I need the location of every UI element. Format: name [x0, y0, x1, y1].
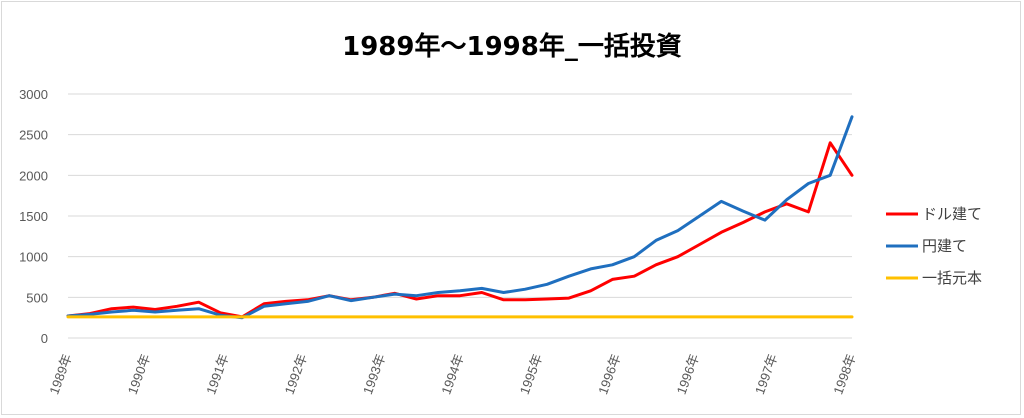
x-tick-label: 1996年 — [674, 352, 702, 397]
y-tick-label: 0 — [41, 331, 48, 346]
x-tick-label: 1997年 — [752, 352, 780, 397]
x-tick-label: 1995年 — [517, 352, 545, 397]
x-axis-tick-labels: 1989年 1990年 1991年 1992年 1993年 1994年 1995年 1996年… — [46, 352, 858, 397]
y-tick-label: 2500 — [19, 128, 48, 143]
gridlines — [68, 93, 852, 339]
legend-label: 一括元本 — [922, 270, 982, 287]
series-line-2 — [66, 115, 854, 320]
y-tick-label: 500 — [26, 290, 48, 305]
series-lines — [66, 115, 854, 320]
y-tick-label: 3000 — [19, 87, 48, 102]
x-tick-label: 1993年 — [360, 352, 388, 397]
chart-title: 1989年～1998年_一括投資 — [342, 32, 682, 62]
y-tick-label: 1500 — [19, 209, 48, 224]
x-tick-label: 1990年 — [125, 352, 153, 397]
y-tick-label: 1000 — [19, 250, 48, 265]
y-tick-label: 2000 — [19, 168, 48, 183]
x-tick-label: 1989年 — [46, 352, 74, 397]
legend-label: 円建て — [922, 238, 967, 255]
x-tick-label: 1992年 — [282, 352, 310, 397]
x-tick-label: 1994年 — [438, 352, 466, 397]
x-tick-label: 1998年 — [830, 352, 858, 397]
x-tick-label: 1996年 — [595, 352, 623, 397]
x-tick-label: 1991年 — [203, 352, 231, 397]
series-line-1 — [66, 141, 854, 319]
legend-label: ドル建て — [922, 206, 982, 223]
y-axis-tick-labels: 0 500 1000 1500 2000 2500 3000 — [19, 87, 48, 346]
